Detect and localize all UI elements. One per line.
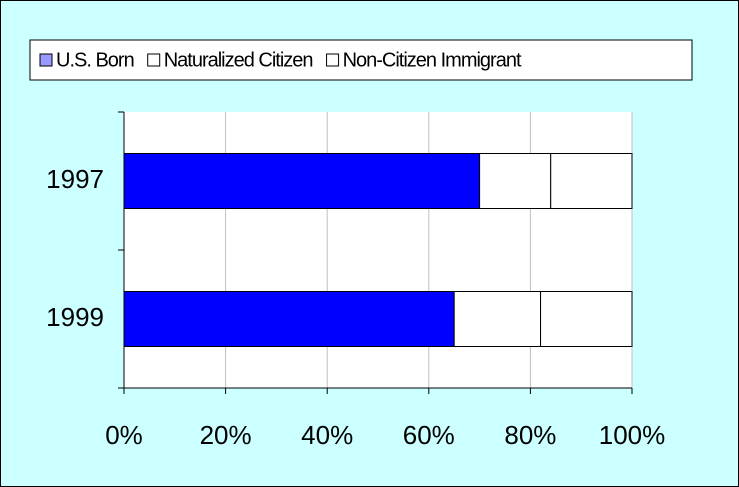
x-tick-label: 100% — [599, 420, 666, 450]
bar-segment — [123, 153, 481, 209]
legend-label: Naturalized Citizen — [164, 49, 313, 71]
y-tick-label: 1997 — [46, 164, 104, 194]
x-tick-label: 80% — [504, 420, 556, 450]
bar-segment — [540, 291, 633, 347]
x-tick-label: 0% — [105, 420, 143, 450]
bar-segment — [123, 291, 455, 347]
legend-label: Non-Citizen Immigrant — [343, 49, 522, 71]
bar-segment — [550, 153, 633, 209]
x-tick-label: 40% — [301, 420, 353, 450]
bar-segment — [479, 153, 552, 209]
y-tick-label: 1999 — [46, 302, 104, 332]
legend-swatch — [39, 53, 53, 67]
legend-box — [29, 39, 693, 81]
legend-label: U.S. Born — [56, 49, 134, 71]
legend-swatch — [147, 53, 161, 67]
legend-swatch — [326, 53, 340, 67]
bar-segment — [453, 291, 542, 347]
x-tick-label: 60% — [403, 420, 455, 450]
x-tick-label: 20% — [200, 420, 252, 450]
